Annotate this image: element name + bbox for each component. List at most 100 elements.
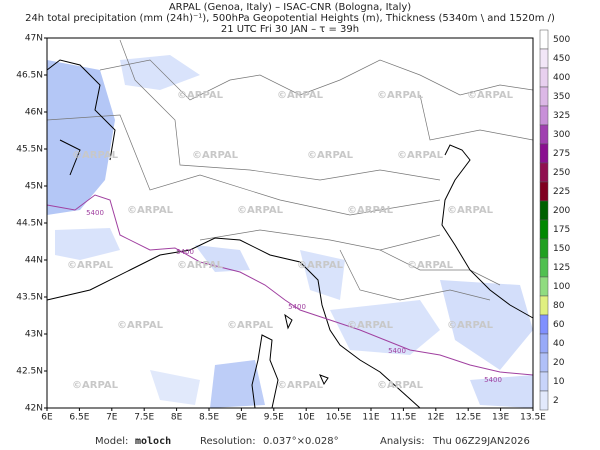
footer-label: Resolution: (200, 436, 256, 447)
colorbar-label: 80 (553, 301, 565, 311)
footer-label: Analysis: (380, 436, 425, 447)
colorbar-swatch (539, 371, 549, 392)
colorbar-swatch (539, 352, 549, 373)
watermark: ©ARPAL (307, 150, 354, 161)
colorbar-label: 100 (553, 282, 570, 292)
watermark: ©ARPAL (377, 90, 424, 101)
lat-tick-label: 42.5N (16, 367, 43, 377)
watermark: ©ARPAL (447, 205, 494, 216)
lat-tick-label: 44N (25, 256, 43, 266)
colorbar-label: 40 (553, 339, 565, 349)
lon-tick-label: 12.5E (455, 413, 481, 423)
colorbar-label: 400 (553, 73, 570, 83)
contour-label: 5400 (484, 376, 502, 384)
colorbar-label: 275 (553, 149, 570, 159)
colorbar-swatch (539, 181, 549, 202)
colorbar-label: 350 (553, 92, 570, 102)
lon-tick-label: 13E (492, 413, 509, 423)
contour-label: 5400 (86, 209, 104, 217)
colorbar-swatch (539, 314, 549, 335)
colorbar-label: 10 (553, 377, 565, 387)
lat-tick-label: 45.5N (16, 145, 43, 155)
colorbar-swatch (539, 29, 549, 50)
colorbar-label: 150 (553, 244, 570, 254)
precipitation (47, 55, 533, 408)
lon-tick-label: 7E (106, 413, 118, 423)
thickness-contour (46, 194, 534, 376)
lat-tick-label: 42N (25, 404, 43, 414)
lon-tick-label: 8E (171, 413, 183, 423)
colorbar-label: 500 (553, 35, 570, 45)
watermark: ©ARPAL (117, 320, 164, 331)
map-background (47, 38, 533, 408)
footer-value: moloch (135, 436, 171, 447)
lon-tick-label: 13.5E (520, 413, 546, 423)
colorbar-swatch (539, 200, 549, 221)
colorbar-label: 250 (553, 168, 570, 178)
map (46, 38, 534, 409)
colorbar-label: 175 (553, 225, 570, 235)
lon-tick-label: 9.5E (264, 413, 284, 423)
lon-tick-label: 7.5E (134, 413, 154, 423)
watermark: ©ARPAL (407, 260, 454, 271)
watermark: ©ARPAL (192, 150, 239, 161)
contour-label: 5400 (288, 303, 306, 311)
lon-tick-label: 6E (41, 413, 53, 423)
lat-tick-label: 44.5N (16, 219, 43, 229)
watermark: ©ARPAL (447, 320, 494, 331)
colorbar-swatch (539, 238, 549, 259)
colorbar-swatch (539, 390, 549, 411)
watermark: ©ARPAL (467, 90, 514, 101)
lon-tick-label: 9E (236, 413, 248, 423)
contour-label: 5400 (388, 347, 406, 355)
colorbar-label: 20 (553, 358, 565, 368)
lat-tick-label: 43.5N (16, 293, 43, 303)
borders (46, 39, 534, 301)
colorbar-swatch (539, 124, 549, 145)
colorbar-label: 225 (553, 187, 570, 197)
contour-label: 5400 (176, 248, 194, 256)
colorbar-swatch (539, 105, 549, 126)
watermark: ©ARPAL (127, 205, 174, 216)
footer-value: Thu 06Z29JAN2026 (432, 436, 530, 447)
colorbar-label: 325 (553, 111, 570, 121)
colorbar-swatch (539, 333, 549, 354)
watermark: ©ARPAL (297, 260, 344, 271)
watermark: ©ARPAL (72, 150, 119, 161)
lat-tick-label: 43N (25, 330, 43, 340)
colorbar-swatch (539, 143, 549, 164)
colorbar-label: 200 (553, 206, 570, 216)
lat-tick-label: 45N (25, 182, 43, 192)
watermark: ©ARPAL (347, 205, 394, 216)
colorbar-swatch (539, 48, 549, 69)
title-line: 21 UTC Fri 30 JAN – τ = 39h (221, 24, 359, 35)
watermark: ©ARPAL (177, 260, 224, 271)
colorbar-swatch (539, 276, 549, 297)
colorbar-swatch (539, 257, 549, 278)
watermark: ©ARPAL (277, 90, 324, 101)
footer-label: Model: (95, 436, 128, 447)
lat-tick-label: 47N (25, 34, 43, 44)
colorbar-swatch (539, 162, 549, 183)
watermark: ©ARPAL (377, 380, 424, 391)
lat-tick-label: 46.5N (16, 71, 43, 81)
lon-tick-label: 8.5E (199, 413, 219, 423)
watermark: ©ARPAL (277, 380, 324, 391)
colorbar-swatch (539, 295, 549, 316)
lon-tick-label: 10.5E (326, 413, 352, 423)
lon-tick-label: 12E (427, 413, 444, 423)
watermark: ©ARPAL (227, 320, 274, 331)
lon-tick-label: 10E (298, 413, 315, 423)
watermark: ©ARPAL (237, 205, 284, 216)
watermark: ©ARPAL (347, 320, 394, 331)
title-line: ARPAL (Genoa, Italy) – ISAC-CNR (Bologna… (169, 2, 411, 13)
watermark: ©ARPAL (67, 260, 114, 271)
colorbar-swatch (539, 219, 549, 240)
lon-tick-label: 6.5E (69, 413, 89, 423)
lat-tick-label: 46N (25, 108, 43, 118)
colorbar-label: 60 (553, 320, 565, 330)
colorbar-swatch (539, 67, 549, 88)
footer-value: 0.037°×0.028° (263, 436, 339, 447)
watermark: ©ARPAL (397, 150, 444, 161)
